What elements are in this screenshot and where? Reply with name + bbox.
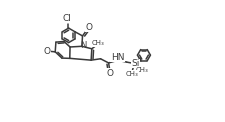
Text: O: O [43, 47, 50, 56]
Text: CH₃: CH₃ [135, 67, 148, 73]
Text: O: O [106, 69, 113, 78]
Text: N: N [80, 41, 86, 50]
Text: CH₃: CH₃ [125, 71, 138, 77]
Text: O: O [85, 23, 92, 31]
Text: Cl: Cl [62, 14, 71, 23]
Text: Si: Si [130, 59, 139, 68]
Text: CH₃: CH₃ [92, 40, 104, 46]
Text: HN: HN [110, 53, 124, 62]
